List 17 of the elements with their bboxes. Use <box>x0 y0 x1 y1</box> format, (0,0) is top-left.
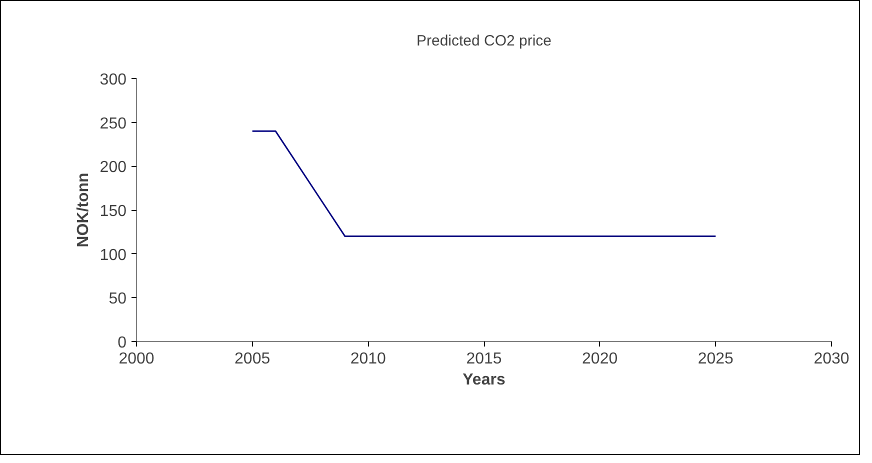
chart-title: Predicted CO2 price <box>416 32 552 50</box>
y-tick-label: 100 <box>100 246 127 264</box>
y-tick-label: 150 <box>100 203 127 220</box>
x-tick-label: 2000 <box>118 350 154 368</box>
x-tick-label: 2030 <box>814 350 850 368</box>
y-tick-label: 200 <box>100 159 127 176</box>
x-tick-label: 2015 <box>466 350 502 368</box>
x-tick-label: 2010 <box>350 350 386 368</box>
y-tick-label: 0 <box>118 334 127 352</box>
y-tick-label: 250 <box>100 115 127 132</box>
x-axis-title: Years <box>462 372 506 388</box>
y-axis-title: NOK/tonn <box>74 172 92 248</box>
y-tick-label: 300 <box>100 72 127 88</box>
x-tick-label: 2005 <box>234 350 270 368</box>
x-tick-label: 2020 <box>582 350 618 368</box>
y-tick-label: 50 <box>108 290 127 308</box>
x-tick-label: 2025 <box>698 350 734 368</box>
